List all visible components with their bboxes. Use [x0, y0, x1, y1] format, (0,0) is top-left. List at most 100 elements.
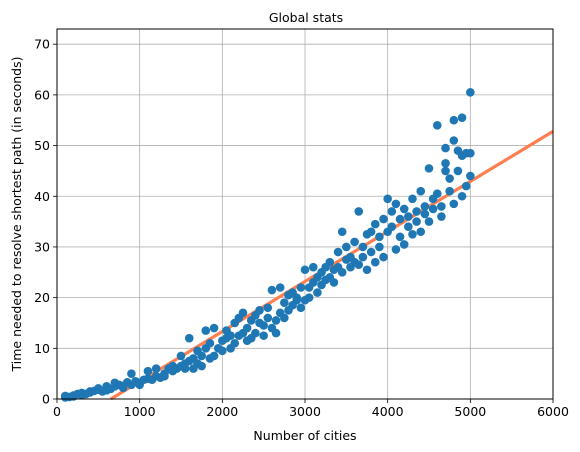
data-point — [379, 252, 388, 262]
data-point — [271, 316, 281, 325]
x-tick-label: 4000 — [372, 404, 404, 419]
data-point — [437, 212, 446, 221]
data-point — [209, 323, 219, 333]
data-point — [329, 278, 339, 287]
data-point — [445, 174, 454, 183]
data-point — [387, 207, 397, 216]
data-point — [387, 222, 397, 231]
data-point — [366, 247, 376, 257]
data-point — [350, 237, 359, 247]
x-axis-label: Number of cities — [253, 428, 356, 443]
data-point — [337, 227, 347, 237]
data-point — [453, 166, 463, 176]
data-point — [275, 283, 285, 292]
x-tick-label: 6000 — [537, 404, 569, 419]
data-point — [441, 143, 450, 153]
data-point — [383, 194, 392, 204]
data-point — [424, 164, 434, 173]
data-point — [280, 313, 289, 323]
y-tick-label: 0 — [42, 392, 50, 407]
data-point — [428, 204, 438, 214]
data-point — [143, 366, 153, 376]
data-point — [238, 308, 248, 318]
data-point — [271, 328, 281, 338]
data-point — [354, 260, 364, 269]
data-point — [420, 209, 430, 219]
data-point — [420, 202, 430, 211]
data-point — [399, 204, 409, 214]
y-axis-label: Time needed to resolve shortest path (in… — [9, 57, 24, 373]
data-point — [184, 333, 194, 343]
data-point — [408, 229, 417, 239]
data-point — [342, 242, 351, 252]
data-point — [457, 191, 467, 201]
data-points — [60, 88, 475, 402]
x-tick-label: 5000 — [454, 404, 486, 419]
data-point — [358, 242, 368, 252]
data-point — [176, 351, 186, 361]
data-point — [251, 328, 260, 338]
data-point — [449, 199, 459, 209]
data-point — [242, 323, 252, 333]
data-point — [255, 306, 264, 315]
data-point — [391, 199, 401, 209]
x-tick-label: 2000 — [206, 404, 238, 419]
data-point — [292, 293, 302, 302]
data-point — [263, 313, 273, 323]
data-point — [333, 247, 343, 257]
data-point — [263, 303, 273, 313]
data-point — [404, 212, 413, 221]
x-tick-label: 0 — [53, 404, 61, 419]
grid-lines — [56, 29, 554, 400]
data-point — [197, 351, 206, 361]
data-point — [259, 321, 268, 330]
data-point — [337, 267, 347, 277]
data-point — [441, 159, 450, 168]
data-point — [466, 148, 475, 158]
data-point — [424, 217, 434, 226]
data-point — [416, 186, 426, 196]
data-point — [404, 222, 413, 231]
data-point — [366, 227, 376, 237]
data-point — [304, 293, 314, 302]
data-point — [296, 303, 306, 313]
data-point — [280, 298, 289, 307]
data-point — [416, 227, 426, 237]
data-point — [362, 265, 372, 275]
y-axis-ticks: 0 10 20 30 40 50 60 70 — [34, 37, 57, 407]
data-point — [395, 232, 405, 242]
data-point — [466, 88, 475, 97]
y-tick-label: 70 — [34, 37, 50, 52]
data-point — [441, 166, 450, 176]
y-tick-label: 40 — [34, 189, 50, 204]
data-point — [370, 257, 380, 267]
data-point — [408, 194, 417, 204]
x-tick-label: 3000 — [289, 404, 321, 419]
data-point — [432, 189, 442, 199]
data-point — [230, 338, 240, 348]
data-point — [432, 121, 442, 130]
y-tick-label: 30 — [34, 239, 50, 254]
data-point — [375, 242, 384, 252]
y-tick-label: 50 — [34, 138, 50, 153]
y-tick-label: 20 — [34, 290, 50, 305]
y-tick-label: 10 — [34, 341, 50, 356]
data-point — [197, 361, 206, 371]
x-axis-ticks: 0 1000 2000 3000 4000 5000 6000 — [53, 399, 569, 419]
data-point — [180, 364, 190, 373]
data-point — [205, 338, 215, 348]
y-tick-label: 60 — [34, 87, 50, 102]
data-point — [267, 285, 277, 295]
data-point — [466, 171, 475, 181]
data-point — [296, 283, 306, 292]
chart-title: Global stats — [269, 10, 343, 25]
data-point — [259, 331, 268, 340]
data-point — [375, 232, 384, 242]
data-point — [313, 288, 322, 297]
data-point — [201, 326, 211, 335]
data-point — [308, 262, 318, 272]
data-point — [379, 214, 388, 224]
data-point — [300, 265, 310, 275]
data-point — [449, 136, 459, 145]
